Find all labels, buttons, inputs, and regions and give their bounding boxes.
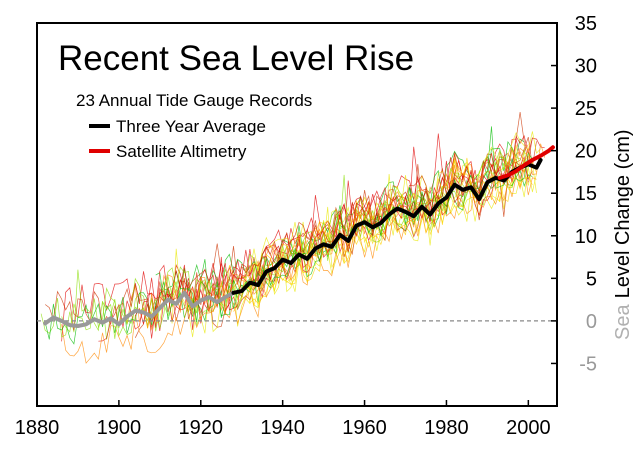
y-tick-label: 30 [575,56,597,78]
satellite-altimetry-line [497,145,555,180]
tide-gauge-line [249,131,541,272]
x-tick-label: 1980 [424,417,469,439]
y-tick-label: 20 [575,141,597,163]
average-line [231,158,543,295]
x-tick-label: 1880 [15,417,60,439]
x-tick-label: 1920 [179,417,224,439]
average-line-early [43,290,236,328]
x-tick-label: 2000 [506,417,551,439]
chart-title: Recent Sea Level Rise [58,39,414,78]
legend: Three Year Average Satellite Altimetry [89,117,266,161]
axis-ticks: 1880 1900 1920 1940 1960 1980 2000 -5 0 5 10 15 20 25… [15,13,597,439]
legend-label-average: Three Year Average [116,117,266,136]
x-tick-label: 1900 [97,417,142,439]
y-axis-label: Sea Level Change (cm) [612,129,634,340]
y-tick-label: 35 [575,13,597,35]
tide-gauge-line [61,168,537,364]
tide-gauge-line [143,143,546,329]
gauge-records-annotation: 23 Annual Tide Gauge Records [76,91,312,110]
x-tick-label: 1960 [342,417,387,439]
y-axis-label-faded: Sea [612,304,634,340]
y-tick-label: -5 [579,353,597,375]
series-layer [43,145,555,328]
y-tick-label: 0 [586,311,597,333]
y-tick-label: 15 [575,183,597,205]
tide-gauge-line [61,133,521,342]
tide-gauge-line [102,149,529,339]
plot-area [36,22,558,407]
x-tick-label: 1940 [260,417,305,439]
y-tick-label: 25 [575,98,597,120]
y-tick-label: 5 [586,268,597,290]
y-tick-label: 10 [575,226,597,248]
legend-label-satellite: Satellite Altimetry [116,142,247,161]
y-axis-label-main: Level Change (cm) [612,129,634,298]
